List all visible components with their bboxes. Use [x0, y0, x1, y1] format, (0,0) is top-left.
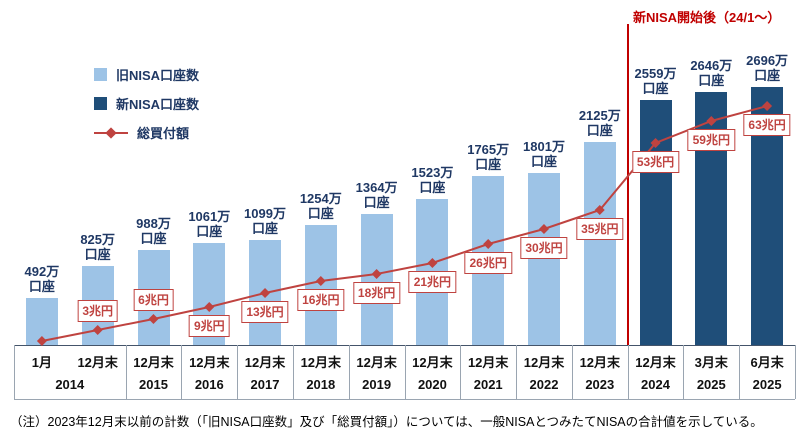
- bar-value-label: 1801万 口座: [523, 139, 565, 169]
- axis-group-separator: [404, 345, 406, 399]
- legend-label-new-nisa: 新NISA口座数: [116, 97, 200, 112]
- x-axis-month-label: 12月末: [300, 355, 342, 370]
- legend-item-old-nisa: 旧NISA口座数: [94, 60, 199, 89]
- axis-bottom-line: [14, 399, 795, 400]
- purchase-amount-label: 63兆円: [743, 114, 791, 136]
- x-axis-year-label: 2023: [585, 377, 615, 392]
- purchase-amount-label: 21兆円: [408, 271, 457, 293]
- x-axis-month-label: 12月末: [467, 355, 509, 370]
- legend-label-old-nisa: 旧NISA口座数: [116, 68, 200, 83]
- x-axis-year-label: 2017: [250, 377, 280, 392]
- bar-value-label: 1523万 口座: [411, 165, 454, 195]
- axis-tick: [14, 345, 15, 399]
- x-axis-month-label: 12月末: [77, 355, 118, 370]
- new-nisa-start-annotation: 新NISA開始後（24/1～）: [633, 10, 781, 25]
- bar-value-label: 2696万 口座: [746, 53, 789, 83]
- old-nisa-bar: [583, 142, 616, 345]
- old-nisa-bar: [360, 214, 393, 345]
- purchase-amount-label: 16兆円: [297, 289, 345, 311]
- bar-value-label: 2559万 口座: [634, 66, 677, 96]
- bar-value-label: 1254万 口座: [299, 191, 342, 221]
- x-axis-month-label: 12月末: [133, 355, 174, 370]
- legend-item-purchase-amount: 総買付額: [94, 118, 199, 147]
- axis-group-separator: [571, 345, 573, 399]
- purchase-amount-label: 13兆円: [241, 301, 289, 323]
- x-axis-month-label: 12月末: [579, 355, 621, 370]
- axis-group-separator: [683, 345, 685, 399]
- axis-group-separator: [739, 345, 741, 399]
- x-axis-year-label: 2025: [752, 377, 782, 392]
- old-nisa-bar: [304, 225, 337, 345]
- x-axis-month-label: 12月末: [523, 355, 565, 370]
- purchase-amount-label: 26兆円: [464, 252, 512, 274]
- axis-group-separator: [237, 345, 239, 399]
- x-axis-month-label: 12月末: [244, 355, 286, 370]
- x-axis-month-label: 6月末: [750, 355, 784, 370]
- axis-group-separator: [292, 345, 294, 399]
- new-nisa-bar: [639, 100, 672, 345]
- bar-value-label: 1099万 口座: [244, 206, 286, 236]
- purchase-amount-label: 9兆円: [188, 315, 230, 337]
- x-axis-year-label: 2018: [306, 377, 336, 392]
- axis-group-separator: [348, 345, 350, 399]
- x-axis-year-label: 2021: [473, 377, 503, 392]
- x-axis-month-label: 12月末: [356, 355, 397, 370]
- purchase-amount-label: 30兆円: [520, 237, 568, 259]
- axis-group-separator: [460, 345, 462, 399]
- old-nisa-swatch-icon: [94, 68, 107, 81]
- bar-value-label: 825万 口座: [80, 232, 116, 262]
- x-axis-year-label: 2025: [696, 377, 726, 392]
- x-axis-year-label: 2016: [194, 377, 224, 392]
- bar-value-label: 1364万 口座: [355, 180, 398, 210]
- axis-group-separator: [627, 345, 629, 399]
- purchase-amount-label: 53兆円: [631, 151, 680, 173]
- bar-value-label: 2125万 口座: [578, 108, 621, 138]
- axis-group-separator: [125, 345, 127, 399]
- x-axis-month-label: 12月末: [412, 355, 453, 370]
- bar-value-label: 1765万 口座: [467, 142, 510, 172]
- old-nisa-bar: [25, 298, 58, 345]
- x-axis-month-label: 12月末: [635, 355, 676, 370]
- purchase-amount-label: 59兆円: [687, 129, 735, 151]
- x-axis-year-label: 2024: [641, 377, 670, 392]
- x-axis-year-label: 2015: [139, 377, 168, 392]
- axis-tick: [795, 345, 796, 399]
- purchase-amount-label: 6兆円: [133, 289, 174, 311]
- purchase-amount-label: 3兆円: [77, 300, 119, 322]
- x-axis-year-label: 2022: [529, 377, 559, 392]
- old-nisa-bar: [528, 173, 560, 345]
- axis-group-separator: [181, 345, 183, 399]
- x-axis-month-label: 12月末: [189, 355, 230, 370]
- x-axis-month-label: 1月: [31, 355, 52, 370]
- old-nisa-bar: [249, 240, 281, 345]
- bar-value-label: 1061万 口座: [188, 209, 231, 239]
- bar-value-label: 2646万 口座: [690, 58, 733, 88]
- new-nisa-swatch-icon: [94, 97, 107, 110]
- bar-value-label: 492万 口座: [24, 264, 60, 294]
- x-axis-year-label: 2019: [362, 377, 392, 392]
- legend-label-purchase-amount: 総買付額: [137, 126, 190, 141]
- x-axis-year-label: 2020: [417, 377, 447, 392]
- legend: 旧NISA口座数 新NISA口座数 総買付額: [94, 60, 199, 147]
- legend-item-new-nisa: 新NISA口座数: [94, 89, 199, 118]
- bar-value-label: 988万 口座: [136, 216, 171, 246]
- x-axis-month-label: 3月末: [694, 355, 728, 370]
- purchase-amount-label: 18兆円: [352, 282, 401, 304]
- purchase-amount-label: 35兆円: [576, 218, 624, 240]
- axis-group-separator: [516, 345, 518, 399]
- footnote: （注）2023年12月末以前の計数（「旧NISA口座数」及び「総買付額」）につい…: [10, 415, 763, 429]
- x-axis-year-label: 2014: [55, 377, 85, 392]
- purchase-line-swatch-icon: [94, 126, 128, 139]
